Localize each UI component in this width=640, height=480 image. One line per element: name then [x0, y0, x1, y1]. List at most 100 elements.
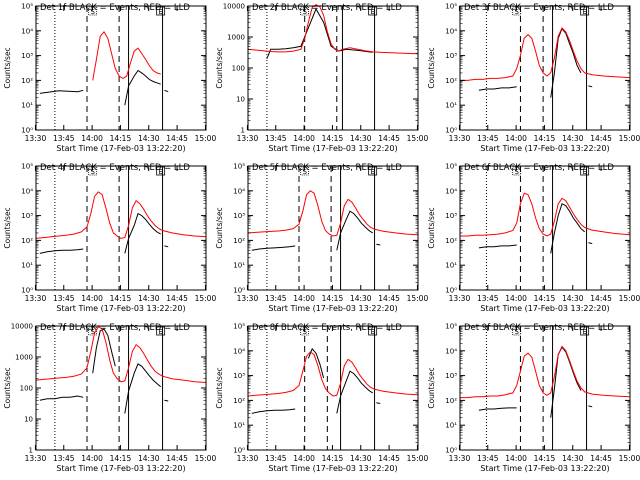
marker-box-e: [368, 326, 378, 336]
y-tick-label: 10⁴: [233, 347, 245, 355]
marker-label: S: [90, 8, 95, 16]
x-tick-label: 14:00: [293, 294, 315, 303]
y-tick-label: 10⁵: [445, 163, 457, 171]
series-line-events: [251, 408, 296, 414]
x-tick-label: 13:45: [265, 294, 287, 303]
y-tick-label: 10¹: [445, 102, 457, 110]
marker-box-s: [88, 326, 98, 336]
x-tick-label: 13:30: [237, 294, 259, 303]
plot-frame: [459, 325, 631, 451]
y-tick-label: 10⁵: [21, 163, 33, 171]
y-tick-label: 10²: [21, 237, 33, 245]
marker-box-s: [88, 166, 98, 176]
marker-label: S: [514, 168, 519, 176]
y-tick-label: 10⁴: [445, 27, 457, 35]
series-line-lld: [247, 4, 419, 55]
y-axis-label: Counts/sec: [427, 367, 436, 408]
chart-title: Det 6f BLACK = Events, RED = LLD: [464, 163, 614, 173]
y-tick-label: 10: [24, 416, 33, 424]
chart-title: Det 3f BLACK = Events, RED = LLD: [464, 3, 614, 13]
x-axis-label: Start Time (17-Feb-03 13:22:20): [56, 304, 185, 313]
x-tick-label: 14:45: [590, 454, 612, 463]
series-line-lld: [247, 351, 419, 397]
plot-frame: [35, 165, 207, 291]
x-tick-label: 13:30: [237, 454, 259, 463]
x-axis-label: Start Time (17-Feb-03 13:22:20): [268, 144, 397, 153]
series-line-events: [550, 27, 582, 98]
y-tick-label: 10⁴: [21, 27, 33, 35]
x-tick-label: 15:00: [407, 294, 429, 303]
x-tick-label: 14:00: [81, 454, 103, 463]
y-tick-label: 10⁴: [21, 187, 33, 195]
chart-title: Det 7f BLACK = Events, RED = LLD: [40, 323, 190, 333]
series-line-events: [478, 244, 517, 249]
x-axis-label: Start Time (17-Feb-03 13:22:20): [268, 464, 397, 473]
marker-label: E: [370, 168, 374, 176]
series-line-lld: [92, 31, 161, 81]
series-line-events: [376, 243, 381, 246]
marker-label: S: [514, 328, 519, 336]
marker-box-s: [300, 6, 310, 16]
marker-label: E: [370, 8, 374, 16]
series-line-events: [550, 346, 582, 418]
x-tick-label: 15:00: [407, 134, 429, 143]
series-line-events: [478, 407, 517, 411]
y-tick-label: 10³: [21, 52, 33, 60]
x-tick-label: 14:45: [378, 454, 400, 463]
y-tick-label: 10⁵: [445, 323, 457, 331]
x-tick-label: 13:30: [449, 134, 471, 143]
x-tick-label: 14:30: [138, 294, 160, 303]
y-tick-label: 10³: [445, 212, 457, 220]
marker-label: S: [90, 328, 95, 336]
x-tick-label: 14:00: [293, 134, 315, 143]
y-axis-label: Counts/sec: [427, 47, 436, 88]
y-tick-label: 10²: [233, 397, 245, 405]
series-line-events: [588, 405, 593, 408]
y-tick-label: 10³: [445, 372, 457, 380]
x-tick-label: 13:30: [237, 134, 259, 143]
y-tick-label: 10⁰: [21, 127, 33, 135]
series-line-lld: [247, 190, 419, 237]
y-tick-label: 10⁴: [445, 187, 457, 195]
x-tick-label: 14:15: [534, 294, 556, 303]
x-tick-label: 13:45: [265, 454, 287, 463]
y-axis-label: Counts/sec: [3, 367, 12, 408]
plot-frame: [35, 325, 207, 451]
x-axis-label: Start Time (17-Feb-03 13:22:20): [56, 144, 185, 153]
y-axis-label: Counts/sec: [215, 47, 224, 88]
x-tick-label: 15:00: [407, 454, 429, 463]
x-tick-label: 13:45: [53, 454, 75, 463]
marker-box-s: [300, 166, 310, 176]
x-tick-label: 15:00: [195, 454, 217, 463]
series-line-events: [307, 347, 325, 379]
y-tick-label: 10³: [445, 52, 457, 60]
marker-label: E: [582, 168, 586, 176]
x-tick-label: 14:00: [293, 454, 315, 463]
x-tick-label: 13:30: [449, 294, 471, 303]
series-line-events: [478, 86, 517, 91]
series-line-events: [164, 245, 169, 248]
y-tick-label: 10²: [21, 77, 33, 85]
x-tick-label: 15:00: [195, 294, 217, 303]
y-tick-label: 10²: [445, 397, 457, 405]
x-tick-label: 15:00: [619, 454, 640, 463]
chart-title: Det 4f BLACK = Events, RED = LLD: [40, 163, 190, 173]
y-tick-label: 10⁰: [233, 447, 245, 455]
y-tick-label: 10⁴: [233, 187, 245, 195]
x-tick-label: 13:45: [477, 134, 499, 143]
x-tick-label: 14:00: [505, 134, 527, 143]
y-tick-label: 10000: [223, 3, 245, 11]
series-line-events: [251, 245, 296, 251]
plot-frame: [35, 5, 207, 131]
y-tick-label: 10³: [233, 372, 245, 380]
y-tick-label: 10³: [233, 212, 245, 220]
y-tick-label: 10⁵: [233, 163, 245, 171]
